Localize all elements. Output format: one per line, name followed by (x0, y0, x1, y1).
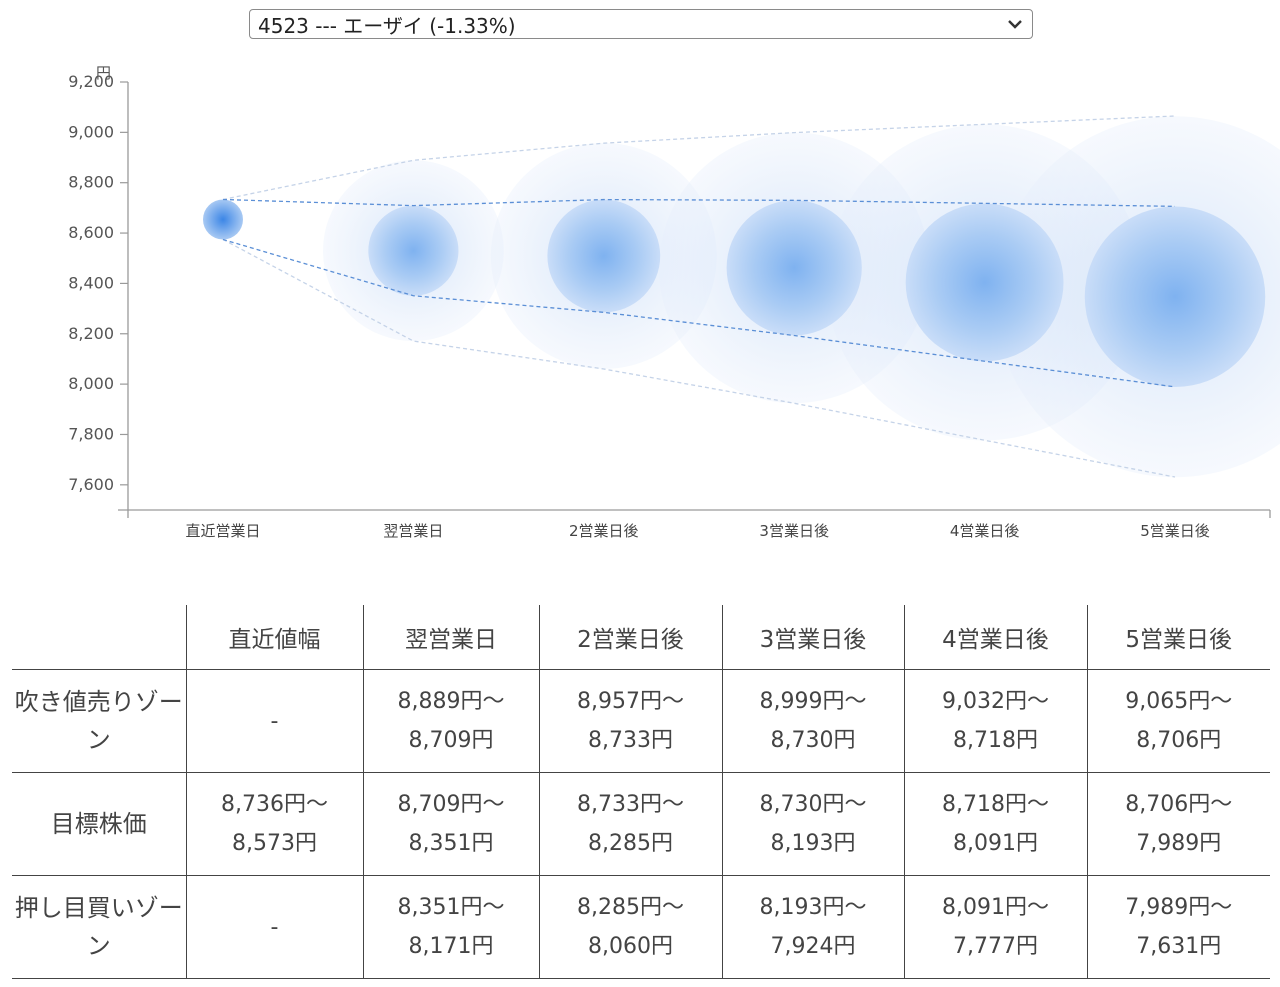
table-row: 目標株価 8,736円〜 8,573円 8,709円〜 8,351円 8,733円〜 8,2… (12, 772, 1270, 876)
y-tick-label: 8,000 (68, 374, 114, 393)
table-cell: 8,730円〜 8,193円 (721, 772, 904, 876)
table-cell: 8,736円〜 8,573円 (185, 772, 363, 876)
cell-lower-value: 8,733円 (588, 728, 673, 753)
cell-lower-value: 8,709円 (408, 728, 494, 753)
target-price-bubble (368, 205, 459, 296)
cell-upper-value: 8,091円〜 (942, 895, 1049, 920)
table-cell: 9,065円〜 8,706円 (1086, 669, 1270, 773)
table-cell: 8,285円〜 8,060円 (538, 875, 722, 979)
cell-upper-value: 8,193円〜 (759, 895, 867, 920)
cell-lower-value: 8,573円 (232, 831, 317, 856)
cell-upper-value: 8,706円〜 (1125, 792, 1233, 817)
table-row: 押し目買いゾーン - 8,351円〜 8,171円 8,285円〜 8,060円 8,193… (12, 875, 1270, 979)
table-header: 2営業日後 (538, 605, 722, 670)
cell-lower-value: 8,171円 (408, 934, 494, 959)
forecast-table: 直近値幅 翌営業日 2営業日後 3営業日後 4営業日後 5営業日後 吹き値売りゾ… (12, 605, 1270, 979)
cell-lower-value: 8,706円 (1136, 728, 1222, 753)
table-cell: 7,989円〜 7,631円 (1086, 875, 1270, 979)
cell-upper-value: 8,999円〜 (759, 689, 867, 714)
table-cell: 8,091円〜 7,777円 (903, 875, 1087, 979)
cell-lower-value: 8,091円 (953, 831, 1038, 856)
y-tick-label: 9,200 (68, 72, 114, 91)
table-header-row: 直近値幅 翌営業日 2営業日後 3営業日後 4営業日後 5営業日後 (12, 605, 1270, 670)
cell-upper-value: 9,032円〜 (942, 689, 1049, 714)
target-price-bubble (726, 200, 862, 336)
cell-upper-value: - (270, 708, 279, 734)
stock-select-value: 4523 --- エーザイ (-1.33%) (258, 13, 516, 38)
y-axis-unit-label: 円 (96, 64, 111, 82)
y-tick-label: 8,800 (68, 173, 114, 192)
target-low-line (222, 238, 1176, 388)
target-price-bubble (905, 203, 1064, 362)
table-cell: 8,733円〜 8,285円 (538, 772, 722, 876)
target-high-line (222, 198, 1176, 208)
cell-upper-value: 9,065円〜 (1125, 689, 1233, 714)
cell-upper-value: 8,718円〜 (942, 792, 1049, 817)
table-cell: 8,957円〜 8,733円 (538, 669, 722, 773)
y-tick-label: 7,800 (68, 424, 114, 443)
x-tick-label: 3営業日後 (759, 522, 829, 540)
table-cell: - (185, 669, 363, 773)
outer-high-line (222, 115, 1176, 201)
row-label: 押し目買いゾーン (12, 875, 186, 979)
table-header: 5営業日後 (1086, 605, 1270, 670)
table-cell: 8,718円〜 8,091円 (903, 772, 1087, 876)
y-tick-label: 8,400 (68, 273, 114, 292)
x-tick-label: 4営業日後 (950, 522, 1020, 540)
table-cell: - (185, 875, 363, 979)
table-row: 吹き値売りゾーン - 8,889円〜 8,709円 8,957円〜 8,733円 8,999… (12, 669, 1270, 773)
table-header: 直近値幅 (185, 605, 363, 670)
table-cell: 8,193円〜 7,924円 (721, 875, 904, 979)
table-cell: 8,351円〜 8,171円 (362, 875, 539, 979)
forecast-chart: 7,600 7,800 8,000 8,200 8,400 8,600 8,800 9,000… (68, 64, 1280, 540)
row-label: 吹き値売りゾーン (12, 669, 186, 773)
cell-lower-value: 7,631円 (1136, 934, 1222, 959)
table-header: 翌営業日 (362, 605, 539, 670)
table-header: 4営業日後 (903, 605, 1087, 670)
cell-lower-value: 8,060円 (588, 934, 673, 959)
cell-lower-value: 8,285円 (588, 831, 673, 856)
table-cell: 8,999円〜 8,730円 (721, 669, 904, 773)
x-tick-label: 5営業日後 (1140, 522, 1210, 540)
cell-lower-value: 7,777円 (953, 934, 1038, 959)
table-cell: 9,032円〜 8,718円 (903, 669, 1087, 773)
outer-low-line (222, 238, 1176, 478)
cell-upper-value: 8,730円〜 (759, 792, 867, 817)
y-tick-label: 8,600 (68, 223, 114, 242)
stock-select[interactable]: 4523 --- エーザイ (-1.33%) (249, 9, 1033, 39)
cell-upper-value: 8,957円〜 (577, 689, 684, 714)
x-tick-label: 2営業日後 (569, 522, 639, 540)
table-cell: 8,889円〜 8,709円 (362, 669, 539, 773)
cell-lower-value: 8,718円 (953, 728, 1038, 753)
table-header-empty (12, 605, 186, 670)
cell-upper-value: 8,733円〜 (577, 792, 684, 817)
table-header: 3営業日後 (721, 605, 904, 670)
cell-upper-value: 8,889円〜 (397, 689, 505, 714)
cell-upper-value: 8,736円〜 (221, 792, 328, 817)
cell-upper-value: 7,989円〜 (1125, 895, 1233, 920)
cell-upper-value: - (270, 914, 279, 940)
cell-lower-value: 8,193円 (770, 831, 856, 856)
y-tick-label: 7,600 (68, 475, 114, 494)
chevron-down-icon (1008, 20, 1022, 29)
cell-upper-value: 8,285円〜 (577, 895, 684, 920)
cell-lower-value: 8,730円 (770, 728, 856, 753)
x-tick-label: 翌営業日 (383, 522, 443, 540)
cell-upper-value: 8,351円〜 (397, 895, 505, 920)
current-price-point (203, 199, 243, 240)
cell-lower-value: 7,924円 (770, 934, 856, 959)
row-label: 目標株価 (12, 772, 186, 876)
y-tick-label: 9,000 (68, 122, 114, 141)
target-price-bubble (1084, 206, 1266, 388)
cell-upper-value: 8,709円〜 (397, 792, 505, 817)
cell-lower-value: 8,351円 (408, 831, 494, 856)
x-tick-label: 直近営業日 (185, 522, 260, 540)
cell-lower-value: 7,989円 (1136, 831, 1222, 856)
target-price-bubble (547, 199, 661, 313)
y-tick-label: 8,200 (68, 324, 114, 343)
table-cell: 8,709円〜 8,351円 (362, 772, 539, 876)
table-cell: 8,706円〜 7,989円 (1086, 772, 1270, 876)
